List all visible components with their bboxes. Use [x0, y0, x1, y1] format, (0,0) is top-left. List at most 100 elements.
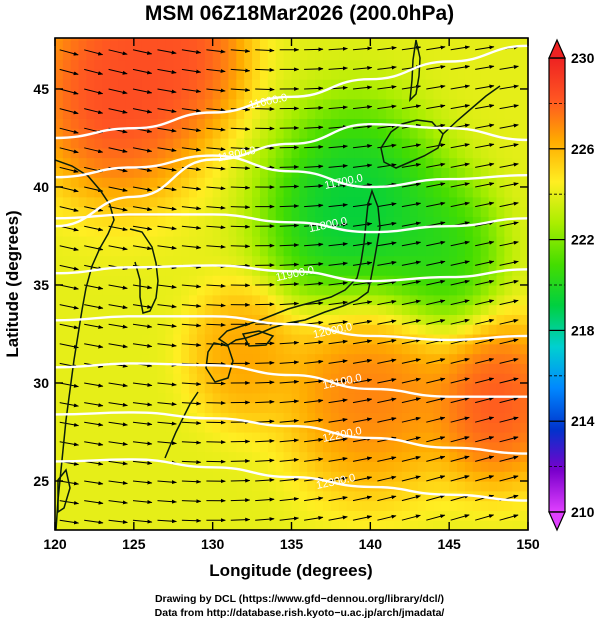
field-cell [378, 471, 387, 482]
field-cell [504, 79, 513, 90]
field-cell [78, 324, 88, 335]
field-cell [70, 510, 80, 521]
field-cell [259, 412, 269, 423]
field-cell [283, 167, 293, 178]
field-cell [433, 490, 442, 502]
field-cell [354, 363, 364, 374]
field-cell [441, 79, 450, 90]
field-cell [86, 39, 96, 51]
field-cell [417, 382, 427, 394]
field-cell [86, 471, 96, 482]
field-cell [165, 324, 174, 335]
wind-arrow [59, 402, 79, 408]
field-cell [362, 137, 371, 149]
wind-arrow [475, 396, 495, 404]
field-cell [417, 490, 427, 502]
field-cell [425, 510, 434, 521]
field-cell [62, 118, 72, 129]
field-cell [252, 500, 261, 511]
field-cell [204, 471, 214, 482]
field-cell [441, 255, 450, 266]
field-cell [141, 422, 151, 433]
wind-arrow [450, 357, 470, 364]
field-cell [393, 441, 403, 453]
field-cell [118, 245, 127, 257]
field-cell [299, 461, 308, 472]
field-cell [512, 422, 521, 433]
field-cell [244, 39, 253, 51]
field-cell [488, 108, 498, 119]
field-cell [393, 157, 403, 168]
field-cell [133, 177, 143, 188]
field-cell [409, 108, 419, 119]
field-cell [125, 128, 135, 139]
field-cell [488, 186, 498, 198]
field-cell [362, 98, 371, 110]
field-cell [110, 412, 119, 423]
field-cell [488, 284, 498, 296]
field-cell [141, 245, 151, 257]
field-cell [330, 471, 340, 482]
field-cell [480, 363, 490, 374]
field-cell [157, 314, 166, 325]
field-cell [417, 255, 427, 266]
field-cell [409, 79, 419, 90]
field-cell [55, 167, 64, 178]
field-cell [512, 157, 521, 168]
field-cell [338, 510, 348, 521]
field-cell [133, 39, 143, 51]
wind-arrow [475, 104, 495, 110]
field-cell [220, 69, 230, 80]
field-cell [141, 38, 151, 41]
field-cell [496, 441, 505, 453]
field-cell [118, 39, 127, 51]
field-cell [441, 343, 450, 355]
field-cell [299, 431, 308, 443]
field-cell [102, 167, 111, 178]
wind-arrow [59, 343, 79, 349]
field-cell [125, 481, 135, 492]
field-cell [425, 500, 434, 511]
field-cell [393, 343, 403, 355]
field-cell [299, 245, 308, 257]
field-cell [55, 226, 64, 237]
field-cell [86, 255, 96, 266]
field-cell [283, 402, 293, 413]
field-cell [78, 98, 88, 110]
field-cell [125, 186, 135, 198]
field-cell [212, 490, 222, 502]
field-cell [70, 245, 80, 257]
field-cell [291, 490, 300, 502]
wind-arrow [230, 244, 251, 249]
field-cell [504, 363, 513, 374]
field-cell [401, 314, 411, 325]
field-cell [275, 333, 285, 345]
field-cell [393, 88, 403, 100]
field-cell [141, 481, 151, 492]
field-cell [181, 255, 190, 266]
field-cell [307, 402, 316, 413]
field-cell [220, 353, 230, 364]
field-cell [149, 196, 159, 208]
field-cell [86, 88, 96, 100]
field-cell [520, 88, 528, 100]
field-cell [259, 196, 269, 208]
field-cell [102, 196, 111, 208]
wind-arrow [352, 65, 373, 70]
field-cell [157, 186, 166, 198]
field-cell [244, 275, 253, 286]
field-cell [275, 343, 285, 355]
field-cell [149, 422, 159, 433]
field-cell [275, 284, 285, 296]
field-cell [425, 294, 434, 306]
wind-arrow [304, 437, 324, 443]
wind-arrow [475, 377, 495, 384]
field-cell [141, 520, 151, 530]
field-cell [441, 353, 450, 364]
field-cell [464, 79, 474, 90]
wind-arrow [84, 49, 104, 56]
field-cell [354, 373, 364, 384]
field-cell [275, 520, 285, 530]
field-cell [267, 38, 277, 41]
field-cell [228, 520, 237, 530]
